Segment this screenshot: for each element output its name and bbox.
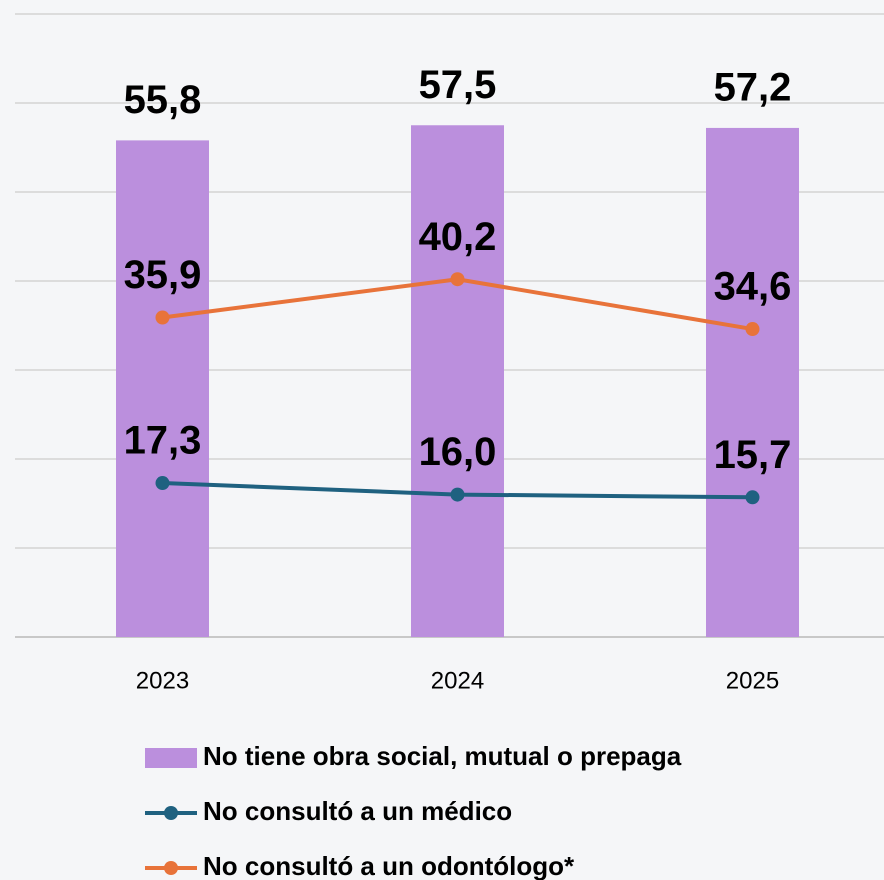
legend-swatch bbox=[164, 861, 178, 875]
data-label: 16,0 bbox=[419, 430, 497, 474]
legend-label: No consultó a un médico bbox=[203, 796, 512, 826]
legend-label: No consultó a un odontólogo* bbox=[203, 851, 575, 880]
x-tick-label: 2024 bbox=[431, 667, 484, 694]
data-label: 40,2 bbox=[419, 215, 497, 259]
legend-label: No tiene obra social, mutual o prepaga bbox=[203, 741, 682, 771]
x-tick-label: 2023 bbox=[136, 667, 189, 694]
bar bbox=[116, 140, 209, 637]
legend-swatch bbox=[164, 806, 178, 820]
point bbox=[745, 322, 760, 337]
data-label: 15,7 bbox=[714, 433, 792, 477]
data-label: 57,2 bbox=[714, 65, 792, 109]
data-label: 57,5 bbox=[419, 63, 497, 107]
legend-swatch bbox=[145, 748, 197, 768]
bar bbox=[411, 125, 504, 637]
data-label: 55,8 bbox=[124, 78, 202, 122]
point bbox=[450, 487, 465, 502]
point bbox=[745, 490, 760, 505]
x-tick-label: 2025 bbox=[726, 667, 779, 694]
bar bbox=[706, 127, 799, 638]
point bbox=[155, 310, 170, 325]
data-label: 34,6 bbox=[714, 265, 792, 309]
point bbox=[450, 272, 465, 287]
data-label: 35,9 bbox=[124, 253, 202, 297]
point bbox=[155, 476, 170, 491]
data-label: 17,3 bbox=[124, 419, 202, 463]
